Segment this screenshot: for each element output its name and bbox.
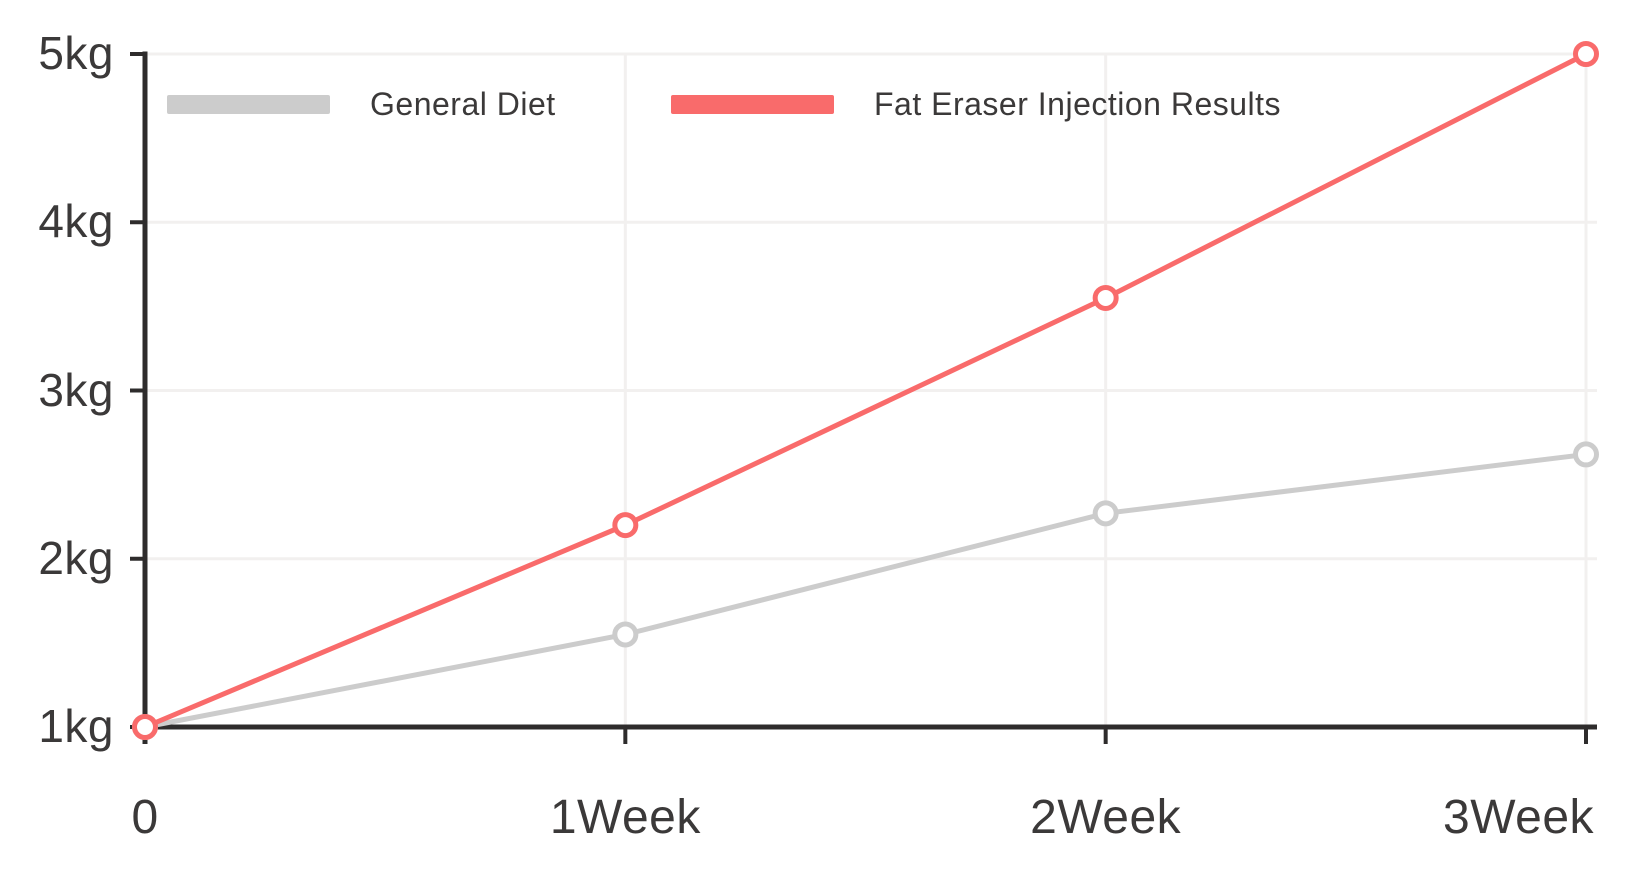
x-tick-label: 1Week	[549, 791, 701, 844]
data-point-fat-eraser-injection-results	[1573, 41, 1599, 67]
legend-label-general-diet: General Diet	[370, 85, 556, 122]
data-point-fat-eraser-injection-results	[132, 714, 158, 740]
legend-label-fat-eraser: Fat Eraser Injection Results	[874, 85, 1282, 122]
y-tick-label: 5kg	[38, 27, 114, 79]
series-line-general-diet	[144, 451, 1587, 730]
data-point-fat-eraser-injection-results	[1092, 284, 1119, 311]
x-tick-label: 0	[131, 791, 159, 844]
legend-item-fat-eraser: Fat Eraser Injection Results	[671, 84, 1281, 124]
y-tick-label: 3kg	[38, 363, 114, 416]
data-point-general-diet	[612, 621, 639, 648]
series-line-fat-eraser-injection-results	[144, 51, 1588, 730]
data-point-fat-eraser-injection-results	[612, 512, 639, 539]
y-tick-label: 2kg	[38, 531, 114, 584]
x-tick-label: 2Week	[1030, 791, 1182, 844]
data-point-general-diet	[1573, 441, 1599, 468]
legend-item-general-diet: General Diet	[167, 84, 556, 124]
legend-swatch-fat-eraser	[671, 94, 834, 114]
x-tick-label: 3Week	[1443, 791, 1595, 844]
data-point-general-diet	[1092, 500, 1119, 527]
legend-swatch-general-diet	[167, 94, 330, 114]
y-tick-label: 1kg	[38, 700, 114, 752]
y-tick-label: 4kg	[38, 195, 114, 248]
